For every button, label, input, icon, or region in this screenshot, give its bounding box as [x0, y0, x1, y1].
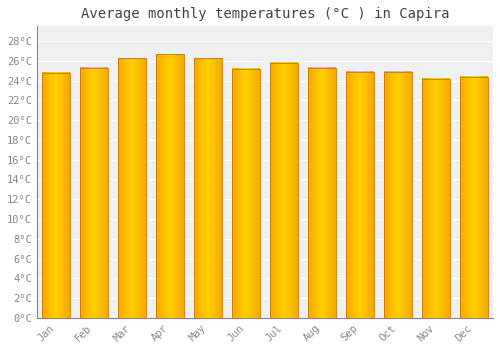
- Bar: [232, 69, 260, 318]
- Bar: [156, 54, 184, 318]
- Bar: [270, 63, 297, 318]
- Bar: [384, 72, 411, 318]
- Bar: [80, 68, 108, 318]
- Bar: [422, 79, 450, 318]
- Bar: [346, 72, 374, 318]
- Bar: [42, 73, 70, 318]
- Bar: [460, 77, 487, 318]
- Title: Average monthly temperatures (°C ) in Capira: Average monthly temperatures (°C ) in Ca…: [80, 7, 449, 21]
- Bar: [118, 58, 146, 318]
- Bar: [308, 68, 336, 318]
- Bar: [194, 58, 222, 318]
